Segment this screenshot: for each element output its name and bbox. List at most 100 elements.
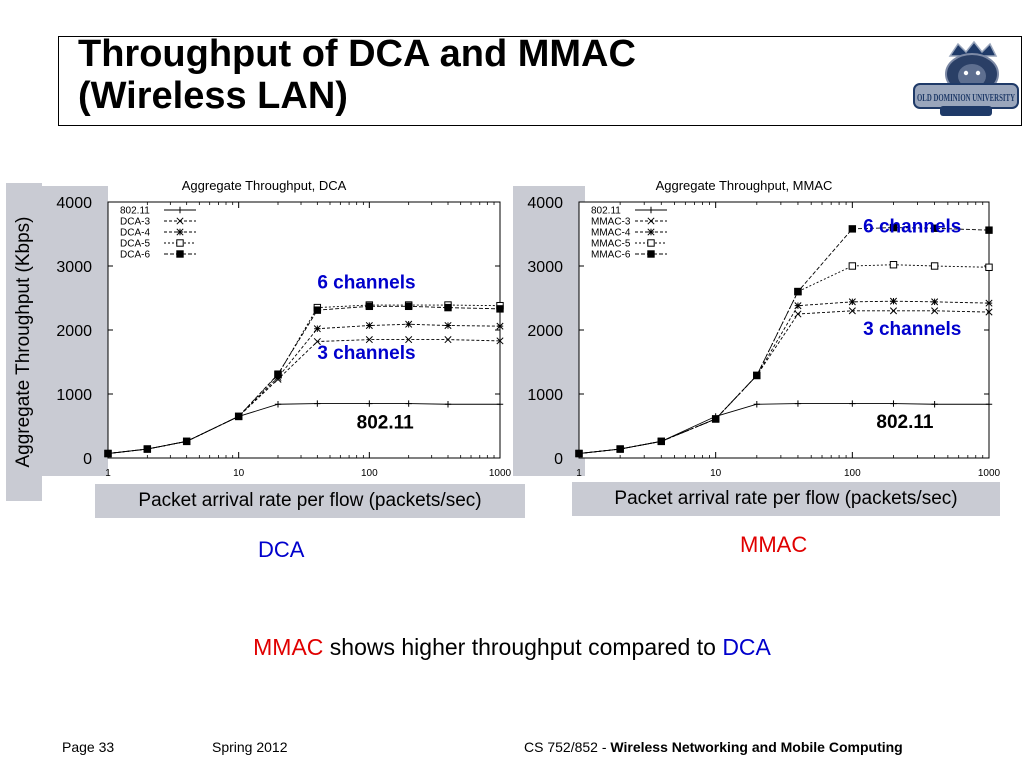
mmac-data-point [848,225,857,233]
mmac-data-point [931,298,939,306]
dca-data-point [313,325,321,333]
dca-data-point [496,337,504,345]
mmac-legend-marker [647,217,655,225]
dca-series-line [107,323,501,454]
dca-chart: Aggregate Throughput, DCA 0 1000 2000 3000 40… [56,178,511,479]
mmac-legend-marker [647,206,655,214]
dca-series-line [107,403,500,454]
dca-y-tick-label: 1000 [56,387,92,404]
mmac-data-point [985,401,993,408]
mmac-data-point [848,307,856,315]
conclusion: MMAC shows higher throughput compared to… [0,634,1024,661]
conclusion-dca: DCA [722,634,771,660]
dca-x-tick-label: 10 [233,468,245,479]
dca-legend-marker [176,239,184,247]
dca-legend-label: DCA-6 [120,250,150,261]
mmac-annotation: 6 channels [863,217,961,238]
dca-data-point [234,412,243,421]
mmac-y-tick-label: 4000 [527,195,563,212]
mmac-data-point [794,287,802,296]
mmac-data-point [575,449,583,458]
mmac-annotation: 802.11 [876,412,933,433]
dca-plot-frame [107,201,501,459]
dca-data-point [404,302,413,311]
mmac-y-tick-label: 1000 [527,387,563,404]
dca-y-tick-label: 3000 [56,259,92,276]
dca-data-point [274,401,282,408]
footer-page: Page 33 [62,739,115,755]
mmac-x-tick-label: 10 [710,468,722,479]
mmac-legend-marker [647,228,655,236]
mmac-y-tick-label: 2000 [527,323,563,340]
dca-legend-label: 802.11 [120,206,150,217]
mmac-data-point [794,310,802,318]
mmac-x-tick-label: 1000 [978,468,1001,479]
mmac-chart-title: Aggregate Throughput, MMAC [656,178,833,193]
mmac-data-point [848,262,857,270]
mmac-data-point [985,299,993,307]
mmac-data-point [657,437,665,446]
dca-legend-label: DCA-5 [120,239,150,250]
dca-data-point [365,336,373,344]
dca-x-tick-label: 1 [105,468,111,479]
dca-series-line [107,305,501,454]
mmac-data-point [889,307,898,315]
mmac-annotation: 3 channels [863,319,961,340]
footer-course: CS 752/852 - Wireless Networking and Mob… [524,739,903,755]
dca-annotation: 6 channels [317,272,415,293]
mmac-data-point [985,308,993,316]
mmac-series-line [578,227,990,454]
dca-series-line [107,304,501,454]
dca-data-point [444,303,452,312]
dca-data-point [405,400,412,407]
dca-data-point [143,445,152,453]
mmac-y-tick-label: 0 [554,451,563,468]
mmac-series-4 [575,223,993,458]
title-box [58,36,1022,126]
dca-data-point [405,336,413,344]
ylabel-panel [6,183,42,501]
dca-annotation: 3 channels [317,343,415,364]
dca-data-point [274,370,282,378]
dca-legend-marker [176,250,184,258]
y-axis-label: Aggregate Throughput (Kbps) [13,216,34,468]
dca-legend-marker [176,206,184,214]
mmac-data-point [931,401,938,408]
mmac-data-point [753,401,761,408]
mmac-x-tick-label: 100 [844,468,861,479]
slide-title: Throughput of DCA and MMAC (Wireless LAN… [78,33,636,117]
mmac-data-point [794,302,802,310]
dca-data-point [365,302,374,311]
dca-legend-label: DCA-4 [120,228,150,239]
dca-chart-title: Aggregate Throughput, DCA [182,178,347,193]
caption-mmac: MMAC [740,532,808,557]
dca-series-4 [104,302,504,458]
mmac-data-point [985,263,993,271]
mmac-data-point [930,262,939,270]
mmac-y-tick-label: 3000 [527,259,563,276]
dca-y-tick-label: 2000 [56,323,92,340]
mmac-data-point [890,400,897,407]
dca-data-point [182,437,191,446]
dca-legend-marker [176,228,184,236]
dca-series-line [107,339,501,454]
mmac-data-point [889,261,898,269]
footer-course-prefix: CS 752/852 - [524,739,611,755]
mmac-data-point [711,415,720,423]
dca-data-point [496,322,504,330]
dca-x-tick-label: 100 [361,468,378,479]
mmac-x-tick-label: 1 [576,468,582,479]
mmac-data-point [616,445,624,453]
logo-lettering: OLD DOMINION UNIVERSITY [917,93,1016,104]
dca-data-point [496,305,504,313]
dca-data-point [496,401,504,408]
university-logo: OLD DOMINION UNIVERSITY [913,40,1019,116]
mmac-data-point [889,297,898,305]
conclusion-middle: shows higher throughput compared to [323,634,723,660]
dca-data-point [444,321,452,330]
caption-dca: DCA [258,537,305,562]
mmac-x-axis-label: Packet arrival rate per flow (packets/se… [572,482,1000,516]
dca-y-tick-label: 4000 [56,195,92,212]
mmac-data-point [848,298,856,306]
dca-data-point [405,320,413,328]
